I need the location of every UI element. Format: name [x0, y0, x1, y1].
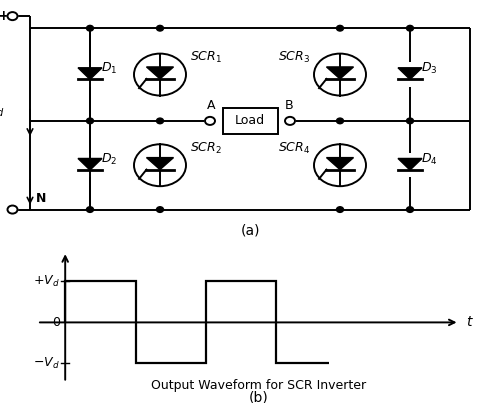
- Circle shape: [336, 118, 344, 124]
- Text: $SCR_2$: $SCR_2$: [190, 141, 222, 156]
- Circle shape: [156, 207, 164, 212]
- Text: (b): (b): [249, 391, 268, 403]
- Text: $D_3$: $D_3$: [421, 61, 438, 76]
- Text: $D_2$: $D_2$: [101, 152, 117, 167]
- Circle shape: [86, 118, 94, 124]
- Polygon shape: [398, 68, 422, 79]
- Text: $-V_d$: $-V_d$: [34, 356, 60, 371]
- Circle shape: [205, 117, 215, 125]
- Circle shape: [406, 118, 414, 124]
- Text: $SCR_3$: $SCR_3$: [278, 50, 310, 65]
- Circle shape: [406, 207, 414, 212]
- Polygon shape: [398, 158, 422, 170]
- Text: Load: Load: [235, 114, 265, 127]
- Text: $D_4$: $D_4$: [421, 152, 438, 167]
- Text: $SCR_4$: $SCR_4$: [278, 141, 310, 156]
- Text: 0: 0: [52, 316, 60, 329]
- Text: $SCR_1$: $SCR_1$: [190, 50, 222, 65]
- Text: +: +: [0, 9, 10, 23]
- Text: N: N: [36, 192, 46, 205]
- Text: $+V_d$: $+V_d$: [34, 274, 60, 289]
- Text: $D_1$: $D_1$: [101, 61, 117, 76]
- FancyBboxPatch shape: [222, 108, 278, 134]
- Circle shape: [336, 207, 344, 212]
- Polygon shape: [78, 68, 102, 79]
- Circle shape: [86, 207, 94, 212]
- Text: (a): (a): [240, 224, 260, 238]
- Polygon shape: [146, 158, 174, 170]
- Polygon shape: [78, 158, 102, 170]
- Polygon shape: [146, 67, 174, 79]
- Circle shape: [406, 25, 414, 31]
- Polygon shape: [326, 67, 353, 79]
- Circle shape: [336, 25, 344, 31]
- Polygon shape: [326, 158, 353, 170]
- Circle shape: [86, 25, 94, 31]
- Circle shape: [285, 117, 295, 125]
- Text: $V_d$: $V_d$: [0, 103, 5, 119]
- Circle shape: [156, 118, 164, 124]
- Circle shape: [8, 12, 18, 20]
- Circle shape: [156, 25, 164, 31]
- Text: A: A: [207, 99, 215, 112]
- Circle shape: [8, 206, 18, 214]
- Text: Output Waveform for SCR Inverter: Output Waveform for SCR Inverter: [151, 379, 366, 392]
- Text: $t$: $t$: [466, 316, 474, 329]
- Text: B: B: [284, 99, 294, 112]
